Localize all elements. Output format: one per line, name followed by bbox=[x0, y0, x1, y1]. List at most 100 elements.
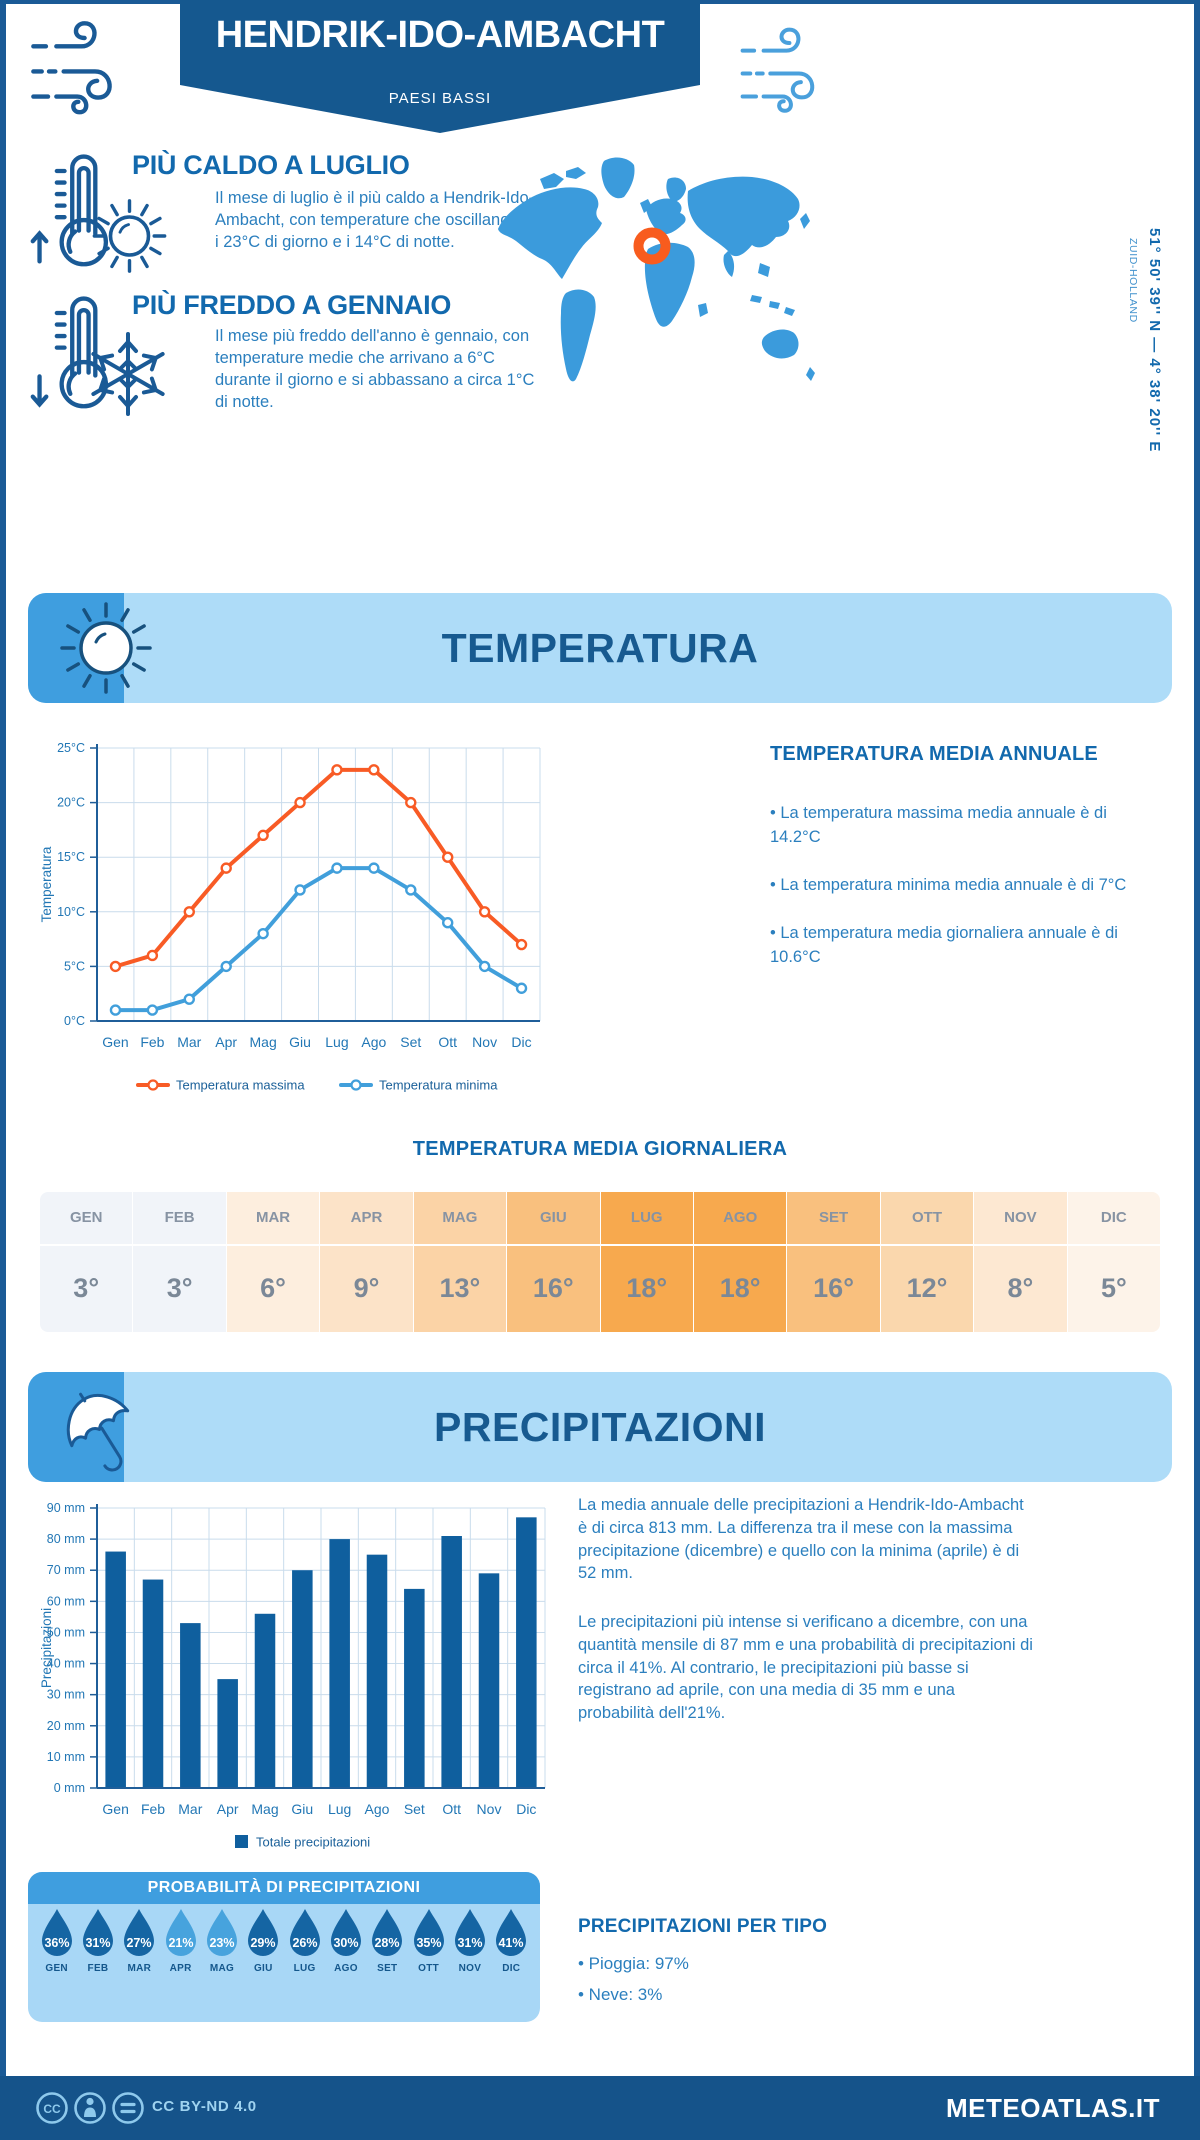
water-drop-icon: 41% bbox=[496, 1909, 527, 1956]
svg-text:Temperatura minima: Temperatura minima bbox=[379, 1078, 498, 1093]
svg-text:Gen: Gen bbox=[102, 1034, 128, 1050]
table-month-label: MAG bbox=[442, 1209, 478, 1226]
world-map bbox=[498, 157, 815, 382]
table-column-gen: GEN 3° bbox=[40, 1192, 134, 1332]
table-month-label: GIU bbox=[539, 1209, 567, 1226]
svg-text:5°C: 5°C bbox=[64, 959, 85, 973]
precip-drop-lug: 26% LUG bbox=[284, 1908, 325, 1974]
cold-highlight: PIÙ FREDDO A GENNAIO Il mese più freddo … bbox=[0, 282, 534, 432]
svg-text:15°C: 15°C bbox=[57, 850, 85, 864]
wind-icon bbox=[31, 21, 112, 115]
svg-text:Mag: Mag bbox=[250, 1034, 277, 1050]
drop-month-label: LUG bbox=[293, 1963, 316, 1974]
precip-drop-ott: 35% OTT bbox=[408, 1908, 449, 1974]
water-drop-icon: 35% bbox=[413, 1909, 444, 1956]
precip-drop-mag: 23% MAG bbox=[201, 1908, 242, 1974]
svg-text:Nov: Nov bbox=[472, 1034, 497, 1050]
svg-text:25°C: 25°C bbox=[57, 741, 85, 755]
svg-text:0 mm: 0 mm bbox=[54, 1781, 85, 1795]
svg-text:80 mm: 80 mm bbox=[47, 1532, 85, 1546]
table-temperature-value: 18° bbox=[600, 1244, 693, 1332]
table-month-label: FEB bbox=[164, 1209, 195, 1226]
precipitation-section-title: PRECIPITAZIONI bbox=[434, 1404, 766, 1450]
svg-text:Dic: Dic bbox=[511, 1034, 531, 1050]
drop-month-label: GIU bbox=[253, 1963, 273, 1974]
svg-text:Ago: Ago bbox=[361, 1034, 386, 1050]
svg-text:70 mm: 70 mm bbox=[47, 1563, 85, 1577]
temperature-section-title: TEMPERATURA bbox=[441, 625, 759, 671]
table-column-dic: DIC 5° bbox=[1067, 1192, 1160, 1332]
umbrella-icon bbox=[66, 1392, 130, 1472]
table-month-label: MAR bbox=[255, 1209, 291, 1226]
precip-drop-giu: 29% GIU bbox=[243, 1908, 284, 1974]
cc-license-icons: CC bbox=[36, 2092, 144, 2124]
table-column-nov: NOV 8° bbox=[974, 1192, 1068, 1332]
svg-text:Apr: Apr bbox=[215, 1034, 237, 1050]
warm-title: PIÙ CALDO A LUGLIO bbox=[132, 150, 410, 180]
probability-drops: 36% GEN 31% FEB 27% MAR 21% APR 23% MAG 29% GIU 26% L… bbox=[36, 1908, 532, 1974]
table-temperature-value: 3° bbox=[133, 1244, 226, 1332]
warm-highlight: PIÙ CALDO A LUGLIO Il mese di luglio è i… bbox=[0, 140, 534, 280]
svg-text:90 mm: 90 mm bbox=[47, 1501, 85, 1515]
svg-text:Mar: Mar bbox=[178, 1801, 202, 1817]
table-temperature-value: 5° bbox=[1067, 1244, 1160, 1332]
precip-drop-nov: 31% NOV bbox=[449, 1908, 490, 1974]
svg-text:Totale precipitazioni: Totale precipitazioni bbox=[256, 1835, 370, 1850]
table-column-giu: GIU 16° bbox=[507, 1192, 601, 1332]
svg-text:Set: Set bbox=[404, 1801, 425, 1817]
table-column-ott: OTT 12° bbox=[880, 1192, 975, 1332]
table-column-set: SET 16° bbox=[787, 1192, 881, 1332]
table-month-label: APR bbox=[350, 1209, 383, 1226]
thermometer-cold-icon bbox=[30, 296, 109, 409]
svg-text:Ago: Ago bbox=[365, 1801, 390, 1817]
water-drop-icon: 31% bbox=[82, 1909, 113, 1956]
daily-table: GEN 3° FEB 3° MAR 6° APR 9° MAG 13° GIU 16° LUG 18° AG… bbox=[40, 1192, 1160, 1332]
svg-text:50 mm: 50 mm bbox=[47, 1625, 85, 1639]
table-temperature-value: 18° bbox=[693, 1244, 787, 1332]
water-drop-icon: 30% bbox=[330, 1909, 361, 1956]
precip-drop-ago: 30% AGO bbox=[325, 1908, 366, 1974]
precip-drop-dic: 41% DIC bbox=[491, 1908, 532, 1974]
svg-text:10 mm: 10 mm bbox=[47, 1750, 85, 1764]
drop-month-label: OTT bbox=[418, 1963, 440, 1974]
svg-text:Nov: Nov bbox=[477, 1801, 502, 1817]
svg-text:0°C: 0°C bbox=[64, 1014, 85, 1028]
drop-month-label: MAR bbox=[127, 1963, 152, 1974]
temperature-line-chart: 0°C 5°C 10°C 15°C 20°C 25°C Gen Feb Mar Apr Mag Giu… bbox=[39, 741, 541, 1093]
precipitation-summary: La media annuale delle precipitazioni a … bbox=[578, 1494, 1033, 1751]
annual-summary: TEMPERATURA MEDIA ANNUALE • La temperatu… bbox=[770, 743, 1172, 970]
sun-icon bbox=[92, 199, 167, 273]
table-column-mag: MAG 13° bbox=[413, 1192, 508, 1332]
table-temperature-value: 3° bbox=[40, 1244, 133, 1332]
cold-title: PIÙ FREDDO A GENNAIO bbox=[132, 290, 452, 320]
table-column-ago: AGO 18° bbox=[693, 1192, 788, 1332]
water-drop-icon: 36% bbox=[41, 1909, 72, 1956]
precipitation-types: PRECIPITAZIONI PER TIPO • Pioggia: 97% •… bbox=[578, 1916, 998, 2016]
svg-text:41%: 41% bbox=[499, 1936, 524, 1950]
probability-title: PROBABILITÀ DI PRECIPITAZIONI bbox=[28, 1872, 540, 1904]
svg-text:Mag: Mag bbox=[251, 1801, 278, 1817]
svg-text:Temperatura: Temperatura bbox=[39, 846, 54, 922]
annual-bullet: • La temperatura massima media annuale è… bbox=[770, 804, 1107, 846]
precipitation-paragraph: La media annuale delle precipitazioni a … bbox=[578, 1496, 1024, 1583]
table-column-feb: FEB 3° bbox=[133, 1192, 227, 1332]
table-temperature-value: 12° bbox=[880, 1244, 974, 1332]
cold-text: Il mese più freddo dell'anno è gennaio, … bbox=[215, 327, 535, 411]
annual-bullet: • La temperatura media giornaliera annua… bbox=[770, 923, 1118, 966]
person-icon bbox=[74, 2092, 106, 2124]
table-temperature-value: 9° bbox=[320, 1244, 413, 1332]
table-month-label: GEN bbox=[69, 1209, 103, 1226]
svg-text:36%: 36% bbox=[44, 1936, 69, 1950]
wind-icon bbox=[740, 27, 815, 113]
svg-text:30%: 30% bbox=[333, 1936, 358, 1950]
svg-text:Dic: Dic bbox=[516, 1801, 536, 1817]
svg-text:Mar: Mar bbox=[177, 1034, 201, 1050]
daily-table-title: TEMPERATURA MEDIA GIORNALIERA bbox=[412, 1138, 788, 1160]
svg-text:Temperatura massima: Temperatura massima bbox=[176, 1078, 305, 1093]
water-drop-icon: 31% bbox=[454, 1909, 485, 1956]
svg-text:20°C: 20°C bbox=[57, 796, 85, 810]
water-drop-icon: 28% bbox=[372, 1909, 403, 1956]
svg-text:27%: 27% bbox=[127, 1936, 152, 1950]
water-drop-icon: 27% bbox=[124, 1909, 155, 1956]
svg-text:Feb: Feb bbox=[140, 1034, 164, 1050]
